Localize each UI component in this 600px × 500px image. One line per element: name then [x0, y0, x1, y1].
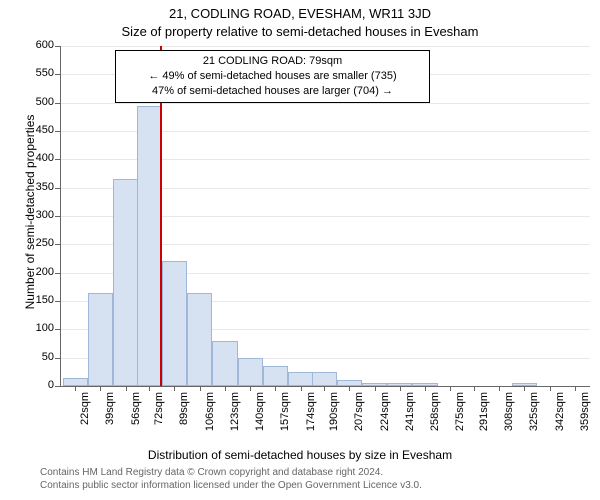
x-tick-mark [524, 386, 525, 391]
histogram-bar [137, 106, 162, 387]
x-tick-mark [474, 386, 475, 391]
y-tick-label: 600 [14, 39, 54, 51]
x-tick-label: 89sqm [178, 392, 190, 442]
x-tick-label: 308sqm [503, 392, 515, 442]
x-tick-label: 207sqm [353, 392, 365, 442]
y-tick-label: 50 [14, 351, 54, 363]
x-tick-label: 72sqm [153, 392, 165, 442]
annotation-line-2: ← 49% of semi-detached houses are smalle… [122, 69, 423, 84]
x-tick-mark [550, 386, 551, 391]
y-tick-mark [55, 216, 60, 217]
histogram-bar [263, 366, 288, 386]
x-tick-mark [126, 386, 127, 391]
x-tick-label: 359sqm [579, 392, 591, 442]
x-tick-label: 56sqm [130, 392, 142, 442]
x-tick-label: 190sqm [328, 392, 340, 442]
x-tick-mark [400, 386, 401, 391]
histogram-bar [288, 372, 313, 386]
x-axis-label: Distribution of semi-detached houses by … [0, 448, 600, 462]
y-tick-mark [55, 74, 60, 75]
x-tick-mark [225, 386, 226, 391]
annotation-box: 21 CODLING ROAD: 79sqm ← 49% of semi-det… [115, 50, 430, 103]
y-tick-mark [55, 159, 60, 160]
x-tick-label: 224sqm [379, 392, 391, 442]
histogram-bar [113, 179, 138, 386]
x-tick-label: 342sqm [554, 392, 566, 442]
y-tick-label: 550 [14, 67, 54, 79]
x-tick-label: 325sqm [528, 392, 540, 442]
y-tick-label: 100 [14, 322, 54, 334]
histogram-bar [212, 341, 237, 386]
y-tick-mark [55, 188, 60, 189]
x-tick-mark [575, 386, 576, 391]
y-tick-mark [55, 244, 60, 245]
chart-sub-title: Size of property relative to semi-detach… [0, 24, 600, 39]
y-tick-mark [55, 131, 60, 132]
x-tick-label: 291sqm [478, 392, 490, 442]
credit-line-1: Contains HM Land Registry data © Crown c… [40, 466, 600, 479]
histogram-bar [88, 293, 113, 387]
histogram-bar [312, 372, 337, 386]
y-tick-mark [55, 301, 60, 302]
x-tick-mark [200, 386, 201, 391]
credit-line-2: Contains public sector information licen… [40, 479, 600, 492]
x-tick-label: 157sqm [279, 392, 291, 442]
x-tick-mark [499, 386, 500, 391]
x-tick-mark [301, 386, 302, 391]
y-tick-mark [55, 386, 60, 387]
x-tick-label: 258sqm [429, 392, 441, 442]
x-tick-label: 106sqm [204, 392, 216, 442]
x-tick-label: 39sqm [104, 392, 116, 442]
credit-text: Contains HM Land Registry data © Crown c… [40, 466, 600, 492]
annotation-line-1: 21 CODLING ROAD: 79sqm [122, 54, 423, 69]
y-tick-mark [55, 358, 60, 359]
y-tick-mark [55, 329, 60, 330]
annotation-line-3: 47% of semi-detached houses are larger (… [122, 84, 423, 99]
histogram-bar [162, 261, 187, 386]
x-tick-label: 275sqm [454, 392, 466, 442]
y-tick-mark [55, 103, 60, 104]
chart-container: 21, CODLING ROAD, EVESHAM, WR11 3JD Size… [0, 0, 600, 500]
x-tick-label: 140sqm [254, 392, 266, 442]
y-tick-label: 0 [14, 379, 54, 391]
y-tick-label: 300 [14, 209, 54, 221]
x-tick-label: 174sqm [305, 392, 317, 442]
x-tick-mark [149, 386, 150, 391]
x-tick-mark [275, 386, 276, 391]
histogram-bar [63, 378, 88, 387]
x-tick-label: 22sqm [79, 392, 91, 442]
histogram-bar [238, 358, 263, 386]
x-tick-mark [375, 386, 376, 391]
histogram-bar [187, 293, 212, 387]
x-tick-mark [349, 386, 350, 391]
x-tick-mark [324, 386, 325, 391]
y-tick-label: 350 [14, 181, 54, 193]
x-tick-mark [75, 386, 76, 391]
y-tick-mark [55, 273, 60, 274]
x-tick-mark [425, 386, 426, 391]
y-tick-label: 250 [14, 237, 54, 249]
x-tick-label: 123sqm [229, 392, 241, 442]
x-tick-mark [174, 386, 175, 391]
y-tick-label: 500 [14, 96, 54, 108]
x-tick-mark [450, 386, 451, 391]
y-tick-label: 400 [14, 152, 54, 164]
y-tick-label: 150 [14, 294, 54, 306]
y-tick-label: 200 [14, 266, 54, 278]
x-tick-mark [100, 386, 101, 391]
y-tick-label: 450 [14, 124, 54, 136]
x-tick-mark [250, 386, 251, 391]
y-tick-mark [55, 46, 60, 47]
chart-main-title: 21, CODLING ROAD, EVESHAM, WR11 3JD [0, 6, 600, 21]
x-tick-label: 241sqm [404, 392, 416, 442]
